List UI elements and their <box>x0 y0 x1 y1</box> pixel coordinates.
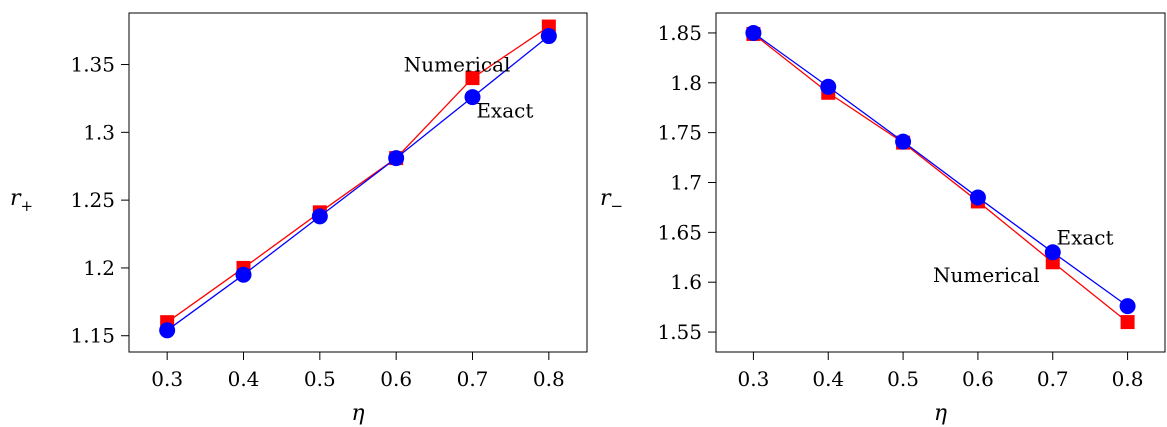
x-tick-label: 0.6 <box>962 367 994 391</box>
data-point-exact <box>159 322 176 339</box>
y-tick-label: 1.8 <box>670 71 702 95</box>
x-axis-label: η <box>934 401 947 426</box>
x-axis-label: η <box>351 401 364 426</box>
y-tick-label: 1.7 <box>670 171 702 195</box>
y-tick-label: 1.85 <box>657 21 702 45</box>
data-point-exact <box>745 24 762 41</box>
plot-frame <box>715 12 1166 353</box>
x-tick-label: 0.5 <box>887 367 919 391</box>
x-tick-label: 0.7 <box>1037 367 1069 391</box>
x-tick-label: 0.3 <box>738 367 770 391</box>
chart-panel-1: 0.3 0.4 0.5 0.6 0.7 0.8 1.15 1.2 1.25 1.3 1.35 η r+ N… <box>10 12 588 426</box>
x-tick-label: 0.7 <box>457 367 489 391</box>
data-point-exact <box>820 78 837 95</box>
data-point-exact <box>540 28 557 45</box>
y-tick-label: 1.55 <box>657 320 702 344</box>
data-point-exact <box>895 133 912 150</box>
data-point-exact <box>388 150 405 167</box>
series-line-exact <box>753 32 1128 307</box>
annotation-numerical: Numerical <box>933 263 1040 287</box>
y-tick-label: 1.2 <box>83 256 115 280</box>
data-point-exact <box>235 266 252 283</box>
x-tick-label: 0.4 <box>228 367 260 391</box>
y-tick-label: 1.25 <box>70 188 115 212</box>
y-tick-label: 1.15 <box>70 324 115 348</box>
annotation-exact: Exact <box>1056 225 1113 249</box>
annotation-numerical: Numerical <box>404 52 511 76</box>
data-point-exact <box>311 208 328 225</box>
y-tick-label: 1.65 <box>657 220 702 244</box>
plot-frame <box>128 12 588 353</box>
x-tick-label: 0.6 <box>380 367 412 391</box>
x-tick-label: 0.8 <box>1112 367 1144 391</box>
data-point-numerical <box>1120 315 1135 330</box>
data-point-numerical <box>465 71 480 86</box>
data-point-exact <box>1044 244 1061 261</box>
chart-panel-2: 0.3 0.4 0.5 0.6 0.7 0.8 1.55 1.6 1.65 1.7 1.75 1.8 1… <box>600 12 1166 426</box>
y-tick-label: 1.75 <box>657 121 702 145</box>
data-point-exact <box>464 89 481 106</box>
x-tick-label: 0.4 <box>812 367 844 391</box>
series-line-exact <box>166 35 550 331</box>
y-axis-label: r+ <box>10 186 33 215</box>
x-tick-label: 0.3 <box>151 367 183 391</box>
series-line-numerical <box>166 26 550 323</box>
y-tick-label: 1.6 <box>670 270 702 294</box>
data-point-exact <box>969 189 986 206</box>
x-tick-label: 0.5 <box>304 367 336 391</box>
y-tick-label: 1.3 <box>83 120 115 144</box>
data-point-exact <box>1119 298 1136 315</box>
y-tick-label: 1.35 <box>70 53 115 77</box>
x-tick-label: 0.8 <box>533 367 565 391</box>
annotation-exact: Exact <box>476 98 533 122</box>
series-line-numerical <box>753 33 1128 323</box>
y-axis-label: r− <box>600 186 623 215</box>
